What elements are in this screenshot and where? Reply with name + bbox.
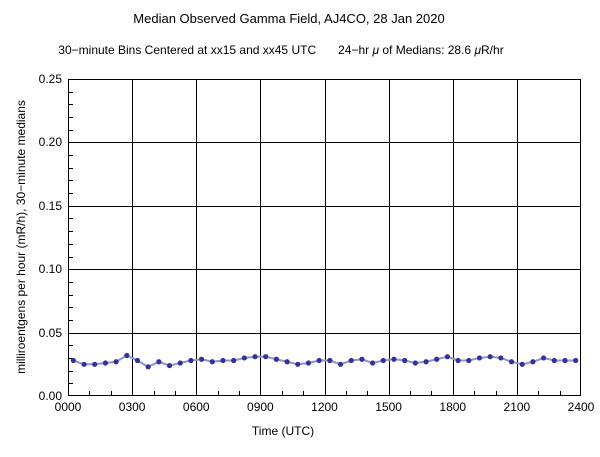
data-point-marker: [508, 359, 515, 365]
data-point-marker: [166, 362, 173, 369]
x-tick-label: 2400: [567, 400, 595, 414]
x-tick-label: 0000: [54, 400, 82, 414]
data-point-marker: [434, 356, 440, 362]
data-point-marker: [476, 355, 483, 361]
data-point-marker: [423, 359, 429, 365]
x-tick-label: 0900: [247, 400, 274, 414]
data-point-marker: [305, 360, 312, 366]
x-tick-label: 2100: [503, 400, 531, 414]
data-point-marker: [337, 361, 344, 367]
data-point-marker: [391, 356, 397, 362]
subtitle-mean: 24−hr μ of Medians: 28.6 μR/hr: [338, 43, 504, 57]
y-tick-label: 0.20: [38, 135, 62, 150]
data-point-marker: [92, 361, 98, 367]
data-point-marker: [327, 357, 333, 364]
data-point-marker: [220, 357, 226, 364]
data-point-marker: [316, 357, 322, 364]
data-point-marker: [81, 361, 87, 367]
x-tick-label: 0600: [182, 400, 210, 414]
data-point-marker: [348, 357, 354, 364]
data-point-marker: [562, 357, 568, 364]
data-point-marker: [551, 357, 557, 364]
data-point-marker: [519, 361, 525, 367]
chart-subtitle: 30−minute Bins Centered at xx15 and xx45…: [0, 43, 562, 57]
data-point-marker: [487, 354, 493, 360]
y-tick-label: 0.05: [38, 325, 62, 340]
data-point-marker: [263, 354, 269, 360]
data-point-marker: [369, 360, 376, 366]
data-point-marker: [177, 360, 183, 366]
x-tick-label: 1500: [375, 400, 402, 414]
x-axis-title: Time (UTC): [251, 424, 315, 438]
data-point-marker: [241, 355, 247, 361]
x-tick-label: 0300: [118, 400, 146, 414]
data-point-marker: [530, 359, 536, 365]
y-tick-label: 0.25: [38, 72, 62, 86]
data-point-marker: [444, 354, 451, 360]
data-point-marker: [295, 361, 301, 367]
data-point-marker: [466, 357, 472, 364]
subtitle-mean-mid: of Medians: 28.6: [379, 43, 475, 57]
data-point-marker: [70, 357, 76, 364]
chart-title: Median Observed Gamma Field, AJ4CO, 28 J…: [133, 11, 445, 26]
data-point-marker: [145, 364, 151, 370]
x-tick-label: 1800: [439, 400, 467, 414]
data-point-marker: [124, 352, 130, 359]
data-point-marker: [188, 357, 194, 364]
plot-area: [68, 79, 581, 396]
y-tick-label: 0.10: [38, 262, 62, 277]
subtitle-mean-prefix: 24−hr: [338, 43, 373, 57]
plot-frame: [68, 79, 581, 396]
data-point-marker: [209, 359, 215, 365]
data-point-marker: [412, 360, 418, 366]
data-point-marker: [134, 357, 141, 364]
data-point-marker: [252, 354, 258, 360]
mu-symbol: μ: [372, 43, 380, 57]
mu-symbol: μ: [474, 43, 482, 57]
data-point-marker: [273, 356, 280, 362]
y-tick-label: 0.00: [38, 389, 62, 403]
data-point-marker: [102, 360, 109, 366]
data-point-marker: [402, 357, 408, 364]
data-point-marker: [498, 355, 504, 361]
data-point-marker: [455, 357, 461, 364]
data-point-marker: [380, 357, 386, 364]
subtitle-bins: 30−minute Bins Centered at xx15 and xx45…: [58, 43, 317, 57]
x-tick-label: 1200: [311, 400, 338, 414]
data-point-marker: [198, 356, 205, 362]
data-point-marker: [540, 355, 547, 361]
data-point-marker: [156, 359, 162, 365]
data-point-marker: [113, 359, 119, 365]
data-point-marker: [359, 356, 365, 362]
data-point-marker: [284, 359, 290, 365]
plot-svg: [68, 79, 581, 396]
data-point-marker: [573, 357, 579, 364]
y-tick-label: 0.15: [38, 198, 62, 213]
subtitle-mean-suffix: R/hr: [481, 43, 504, 57]
data-point-marker: [231, 357, 237, 364]
